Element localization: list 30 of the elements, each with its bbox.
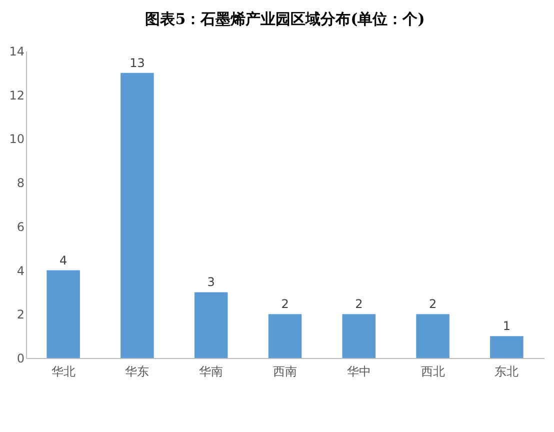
bar: [268, 314, 302, 358]
y-tick-label: 6: [16, 220, 24, 234]
x-tick-label: 西北: [420, 364, 445, 378]
bar: [416, 314, 450, 358]
data-label: 1: [502, 319, 511, 334]
x-tick-label: 华中: [346, 364, 371, 378]
x-tick-label: 华北: [51, 364, 76, 378]
data-label: 13: [130, 56, 145, 70]
bar: [120, 72, 154, 358]
y-tick-label: 4: [16, 264, 24, 278]
bar: [490, 336, 524, 358]
y-tick-label: 2: [16, 308, 24, 322]
bar: [46, 270, 80, 358]
data-label: 4: [59, 253, 68, 268]
y-tick-label: 10: [9, 132, 24, 146]
data-label: 3: [207, 275, 215, 290]
data-label: 2: [355, 297, 363, 312]
y-tick-label: 14: [9, 44, 24, 58]
x-tick-label: 华东: [125, 364, 150, 378]
data-label: 2: [428, 297, 437, 312]
y-tick-label: 12: [9, 88, 24, 102]
chart-title: 图表5：石墨烯产业园区域分布(单位：个): [145, 10, 425, 28]
data-label: 2: [281, 297, 289, 312]
x-tick-label: 华南: [199, 364, 224, 378]
y-tick-label: 8: [16, 176, 24, 190]
x-tick-label: 东北: [494, 364, 519, 378]
bar: [194, 292, 228, 358]
bar: [342, 314, 376, 358]
x-tick-label: 西南: [273, 364, 297, 378]
y-tick-label: 0: [16, 352, 24, 366]
